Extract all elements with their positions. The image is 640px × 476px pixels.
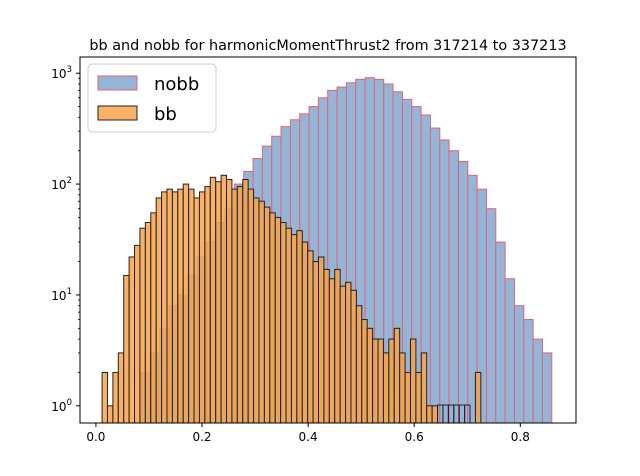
bb-bar [285, 227, 292, 424]
bb-bar [415, 371, 422, 424]
x-tick-label: 0.8 [511, 430, 530, 444]
bb-bar [301, 241, 309, 424]
bb-bar [204, 186, 211, 424]
bb-bar [171, 191, 179, 424]
plot-frame [79, 56, 577, 424]
bb-bar [366, 327, 374, 424]
nobb-bar [429, 127, 441, 424]
bb-bar [161, 191, 168, 424]
nobb-bar [504, 278, 515, 424]
legend-swatch-nobb [97, 75, 138, 91]
bb-bar [399, 352, 406, 424]
bb-bar [247, 188, 255, 424]
bb-bar [226, 178, 233, 424]
x-axis: 0.0 0.2 0.4 0.6 0.8 [86, 423, 530, 444]
bb-bar [372, 338, 379, 424]
nobb-bar [448, 150, 459, 424]
bb-bar [106, 405, 114, 424]
y-tick-label: 100 [51, 398, 72, 414]
bb-bar [155, 197, 163, 424]
y-tick-label: 102 [51, 176, 72, 192]
bb-bar [377, 338, 384, 424]
bb-bar [409, 338, 417, 424]
bb-bar [215, 181, 222, 424]
bb-bar [404, 371, 411, 424]
bb-bar [355, 305, 363, 424]
bb-bar [209, 176, 217, 424]
bb-bar [193, 197, 200, 424]
nobb-bar [439, 139, 450, 424]
x-tick-label: 0.0 [86, 430, 105, 444]
legend-swatch-bb [97, 105, 138, 121]
bb-bar [117, 352, 125, 424]
bb-bar [198, 191, 206, 424]
bb-bar [144, 222, 152, 424]
bb-bar [123, 274, 130, 424]
bb-bar [328, 278, 336, 424]
bb-bar [269, 212, 276, 424]
bb-bar [388, 338, 395, 424]
bb-bar [242, 178, 249, 424]
bb-bar [280, 222, 287, 424]
bb-bar [231, 188, 238, 424]
bb-bar [263, 206, 271, 424]
y-tick-label: 103 [51, 65, 72, 81]
bb-bar [290, 234, 298, 424]
bb-bar [101, 371, 108, 424]
bb-bar [150, 212, 157, 424]
bb-bar [382, 352, 390, 424]
nobb-bar [532, 338, 543, 424]
bb-bar [339, 285, 347, 424]
bb-bar [312, 261, 319, 424]
legend-label-bb: bb [154, 104, 177, 125]
bb-bar [361, 319, 368, 424]
bb-bar [393, 327, 401, 424]
nobb-bar [541, 352, 553, 424]
bb-bar [139, 227, 146, 424]
y-axis: 100 101 102 103 [51, 65, 80, 414]
bb-bar [307, 250, 314, 424]
y-tick-label: 101 [51, 287, 72, 303]
bb-bar [188, 188, 195, 424]
bb-bar [253, 197, 260, 424]
bb-bar [350, 289, 357, 424]
nobb-bar [495, 241, 506, 424]
bb-bar [296, 230, 303, 424]
bb-bar [134, 244, 141, 424]
bb-bar [431, 405, 439, 424]
bb-bar [182, 183, 190, 424]
bb-bar [112, 371, 119, 424]
legend: nobb bb [87, 63, 217, 133]
bb-bar [474, 371, 482, 424]
bb-bar [323, 268, 330, 424]
x-tick-label: 0.6 [405, 430, 424, 444]
nobb-bar [513, 305, 525, 424]
bb-bar [426, 405, 433, 424]
bb-bar [177, 188, 184, 424]
legend-label-nobb: nobb [154, 74, 199, 95]
nobb-bar [457, 160, 469, 424]
bb-bar [128, 256, 136, 424]
bb-bar [334, 268, 341, 424]
bb-bar [345, 281, 352, 424]
bb-bar [318, 256, 325, 424]
bb-bar [420, 352, 428, 424]
bb-bar [258, 200, 265, 424]
bb-bar [274, 216, 282, 424]
nobb-bar [523, 319, 534, 424]
x-tick-label: 0.4 [299, 430, 318, 444]
bb-bar [166, 188, 173, 424]
x-tick-label: 0.2 [192, 430, 211, 444]
bb-empty-bin-edge [464, 404, 471, 423]
nobb-bar [485, 208, 497, 424]
bb-bar [236, 186, 244, 424]
bb-bar [220, 174, 228, 424]
chart-title: bb and nobb for harmonicMomentThrust2 fr… [89, 38, 566, 54]
